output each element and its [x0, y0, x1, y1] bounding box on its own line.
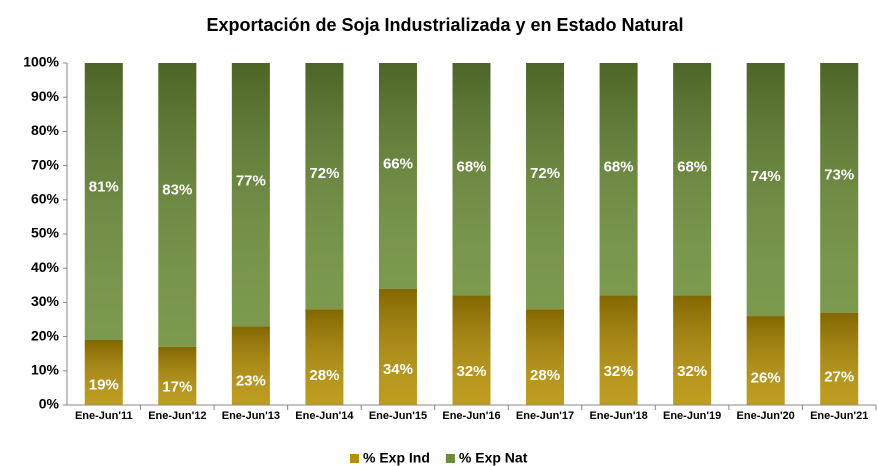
bar-shade [746, 63, 785, 317]
legend-label: % Exp Ind [363, 450, 430, 466]
legend-label: % Exp Nat [459, 450, 528, 466]
y-tick-label: 0% [39, 396, 60, 412]
y-tick-label: 50% [31, 225, 60, 241]
bar-shade [820, 312, 859, 405]
value-label: 68% [677, 159, 707, 176]
value-label: 68% [604, 159, 634, 176]
x-tick-label: Ene-Jun'14 [295, 410, 354, 422]
value-label: 68% [456, 159, 486, 176]
bar-shade [84, 63, 123, 341]
bar-shade [599, 63, 638, 296]
value-label: 34% [383, 361, 413, 378]
bar-shade [673, 63, 712, 296]
bar-shade [526, 63, 565, 310]
bar-shade [158, 346, 197, 405]
value-label: 77% [236, 172, 266, 189]
value-label: 74% [751, 168, 781, 185]
y-tick-label: 100% [23, 54, 59, 70]
bar-shade [84, 340, 123, 405]
legend-swatch [445, 454, 455, 463]
value-label: 66% [383, 156, 413, 173]
y-tick-label: 90% [31, 88, 60, 104]
value-label: 23% [236, 372, 266, 389]
x-tick-label: Ene-Jun'16 [442, 410, 500, 422]
value-label: 27% [824, 368, 854, 385]
y-tick-label: 40% [31, 259, 60, 275]
bar-shade [673, 295, 712, 405]
bar-shade [599, 295, 638, 405]
y-tick-label: 10% [31, 362, 60, 378]
chart-title: Exportación de Soja Industrializada y en… [206, 15, 683, 35]
bar-shade [378, 63, 417, 289]
x-tick-label: Ene-Jun'19 [663, 410, 721, 422]
x-tick-label: Ene-Jun'18 [589, 410, 647, 422]
bar-shade [746, 316, 785, 405]
x-tick-label: Ene-Jun'13 [222, 410, 280, 422]
x-tick-label: Ene-Jun'11 [75, 410, 133, 422]
bar-shade [231, 326, 270, 405]
value-label: 32% [604, 363, 634, 380]
bar-shade [526, 309, 565, 405]
value-label: 72% [309, 165, 339, 182]
value-label: 17% [162, 379, 192, 396]
value-label: 73% [824, 166, 854, 183]
y-tick-label: 30% [31, 293, 60, 309]
value-label: 28% [309, 367, 339, 384]
y-tick-label: 60% [31, 191, 60, 207]
bar-shade [452, 63, 491, 296]
bar-shade [158, 63, 197, 347]
legend-swatch [350, 454, 359, 463]
y-tick-label: 80% [31, 122, 60, 138]
y-tick-label: 20% [31, 327, 60, 343]
bar-shade [305, 63, 344, 310]
bar-shade [378, 288, 417, 405]
y-tick-label: 70% [31, 156, 60, 172]
value-label: 81% [89, 179, 119, 196]
bar-shade [231, 63, 270, 327]
x-tick-label: Ene-Jun'12 [148, 410, 206, 422]
x-tick-label: Ene-Jun'15 [369, 410, 427, 422]
value-label: 32% [677, 363, 707, 380]
bar-shade [820, 63, 859, 313]
value-label: 26% [751, 369, 781, 386]
bar-shade [305, 309, 344, 405]
value-label: 32% [456, 363, 486, 380]
bar-shade [452, 295, 491, 405]
x-tick-label: Ene-Jun'21 [810, 410, 868, 422]
value-label: 28% [530, 367, 560, 384]
value-label: 19% [89, 376, 119, 393]
value-label: 83% [162, 182, 192, 199]
x-tick-label: Ene-Jun'20 [737, 410, 795, 422]
x-tick-label: Ene-Jun'17 [516, 410, 574, 422]
value-label: 72% [530, 165, 560, 182]
